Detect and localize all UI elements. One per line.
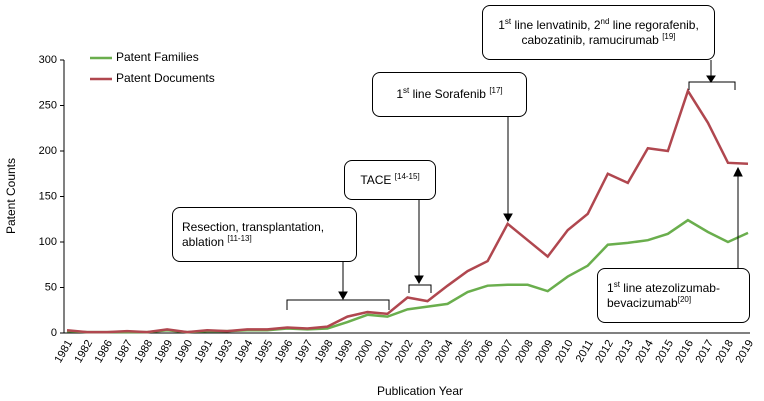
y-axis-title: Patent Counts (4, 158, 18, 234)
x-tick-label: 2001 (373, 338, 396, 365)
x-axis-title: Publication Year (377, 384, 463, 398)
x-tick-label: 2007 (493, 338, 516, 365)
annotation-sup: [19] (662, 31, 676, 41)
x-tick-label: 2012 (593, 338, 616, 365)
x-tick-label: 2019 (733, 338, 756, 365)
y-tick-label: 300 (39, 54, 57, 66)
annotation-sup: [14-15] (394, 171, 420, 181)
x-tick-label: 1998 (313, 338, 336, 365)
y-tick-label: 250 (39, 99, 57, 111)
x-tick-label: 2005 (453, 338, 476, 365)
annotation-text: Resection, transplantation, (182, 219, 325, 234)
x-tick-label: 1981 (52, 338, 75, 365)
y-tick-label: 50 (45, 281, 57, 293)
annotation-box: TACE [14-15] (344, 160, 436, 200)
x-tick-label: 1996 (273, 338, 296, 365)
y-tick-label: 200 (39, 145, 57, 157)
x-tick-label: 2010 (553, 338, 576, 365)
x-tick-label: 1987 (113, 338, 136, 365)
annotation-text: line Sorafenib (409, 87, 490, 101)
x-tick-label: 2003 (413, 338, 436, 365)
x-tick-label: 2017 (693, 338, 716, 365)
x-tick-label: 2013 (613, 338, 636, 365)
x-tick-label: 2002 (393, 338, 416, 365)
x-tick-label: 2015 (653, 338, 676, 365)
x-tick-label: 2018 (713, 338, 736, 365)
x-tick-label: 1990 (173, 338, 196, 365)
annotation-text: ablation (182, 234, 228, 249)
x-tick-label: 2004 (433, 338, 456, 365)
x-tick-label: 1982 (73, 338, 96, 365)
x-tick-label: 1989 (153, 338, 176, 365)
x-tick-label: 1995 (253, 338, 276, 365)
annotation-box: Resection, transplantation, ablation [11-… (172, 207, 357, 262)
annotation-text: 1 (498, 17, 505, 32)
annotation-sup: st (504, 16, 512, 26)
annotation-arrows (286, 60, 743, 310)
legend-label: Patent Families (116, 50, 199, 64)
legend-label: Patent Documents (116, 71, 215, 85)
x-tick-label: 1993 (213, 338, 236, 365)
annotation-text: line regorafenib, (609, 17, 699, 32)
y-tick-label: 100 (39, 236, 57, 248)
x-tick-label: 1991 (193, 338, 216, 365)
y-tick-label: 0 (51, 327, 57, 339)
annotation-sup: st (403, 86, 410, 95)
data-line (66, 88, 749, 334)
x-tick-label: 1986 (93, 338, 116, 365)
annotation-sup: [17] (489, 86, 503, 95)
annotation-box: 1st line lenvatinib, 2nd line regorafeni… (482, 5, 715, 60)
annotation-text: line lenvatinib, 2 (511, 17, 601, 32)
annotation-text: cabozatinib, ramucirumab (521, 32, 663, 47)
annotation-text: 1 (396, 87, 404, 101)
x-tick-label: 1999 (333, 338, 356, 365)
annotation-box: 1st line Sorafenib [17] (372, 72, 527, 117)
x-tick-label: 2006 (473, 338, 496, 365)
x-tick-label: 2008 (513, 338, 536, 365)
x-tick-label: 2009 (533, 338, 556, 365)
annotation-sup: [11-13] (227, 233, 252, 243)
annotation-box: 1st line atezolizumab-bevacizumab[20] (597, 268, 750, 323)
annotation-text: bevacizumab (607, 295, 678, 310)
x-tick-label: 1997 (293, 338, 316, 365)
x-tick-label: 1994 (233, 338, 256, 365)
annotation-sup: [20] (677, 294, 692, 304)
annotation-text: 1 (607, 280, 614, 295)
x-tick-label: 2011 (574, 338, 596, 364)
x-tick-label: 2016 (673, 338, 696, 365)
y-tick-label: 150 (39, 190, 57, 202)
annotation-sup: st (613, 279, 620, 289)
annotation-text: line atezolizumab- (619, 280, 720, 295)
x-tick-label: 2014 (633, 338, 656, 365)
x-tick-label: 1988 (133, 338, 156, 365)
x-tick-label: 2000 (353, 338, 376, 365)
annotation-sup: nd (600, 16, 610, 26)
annotation-text: TACE (360, 172, 395, 187)
